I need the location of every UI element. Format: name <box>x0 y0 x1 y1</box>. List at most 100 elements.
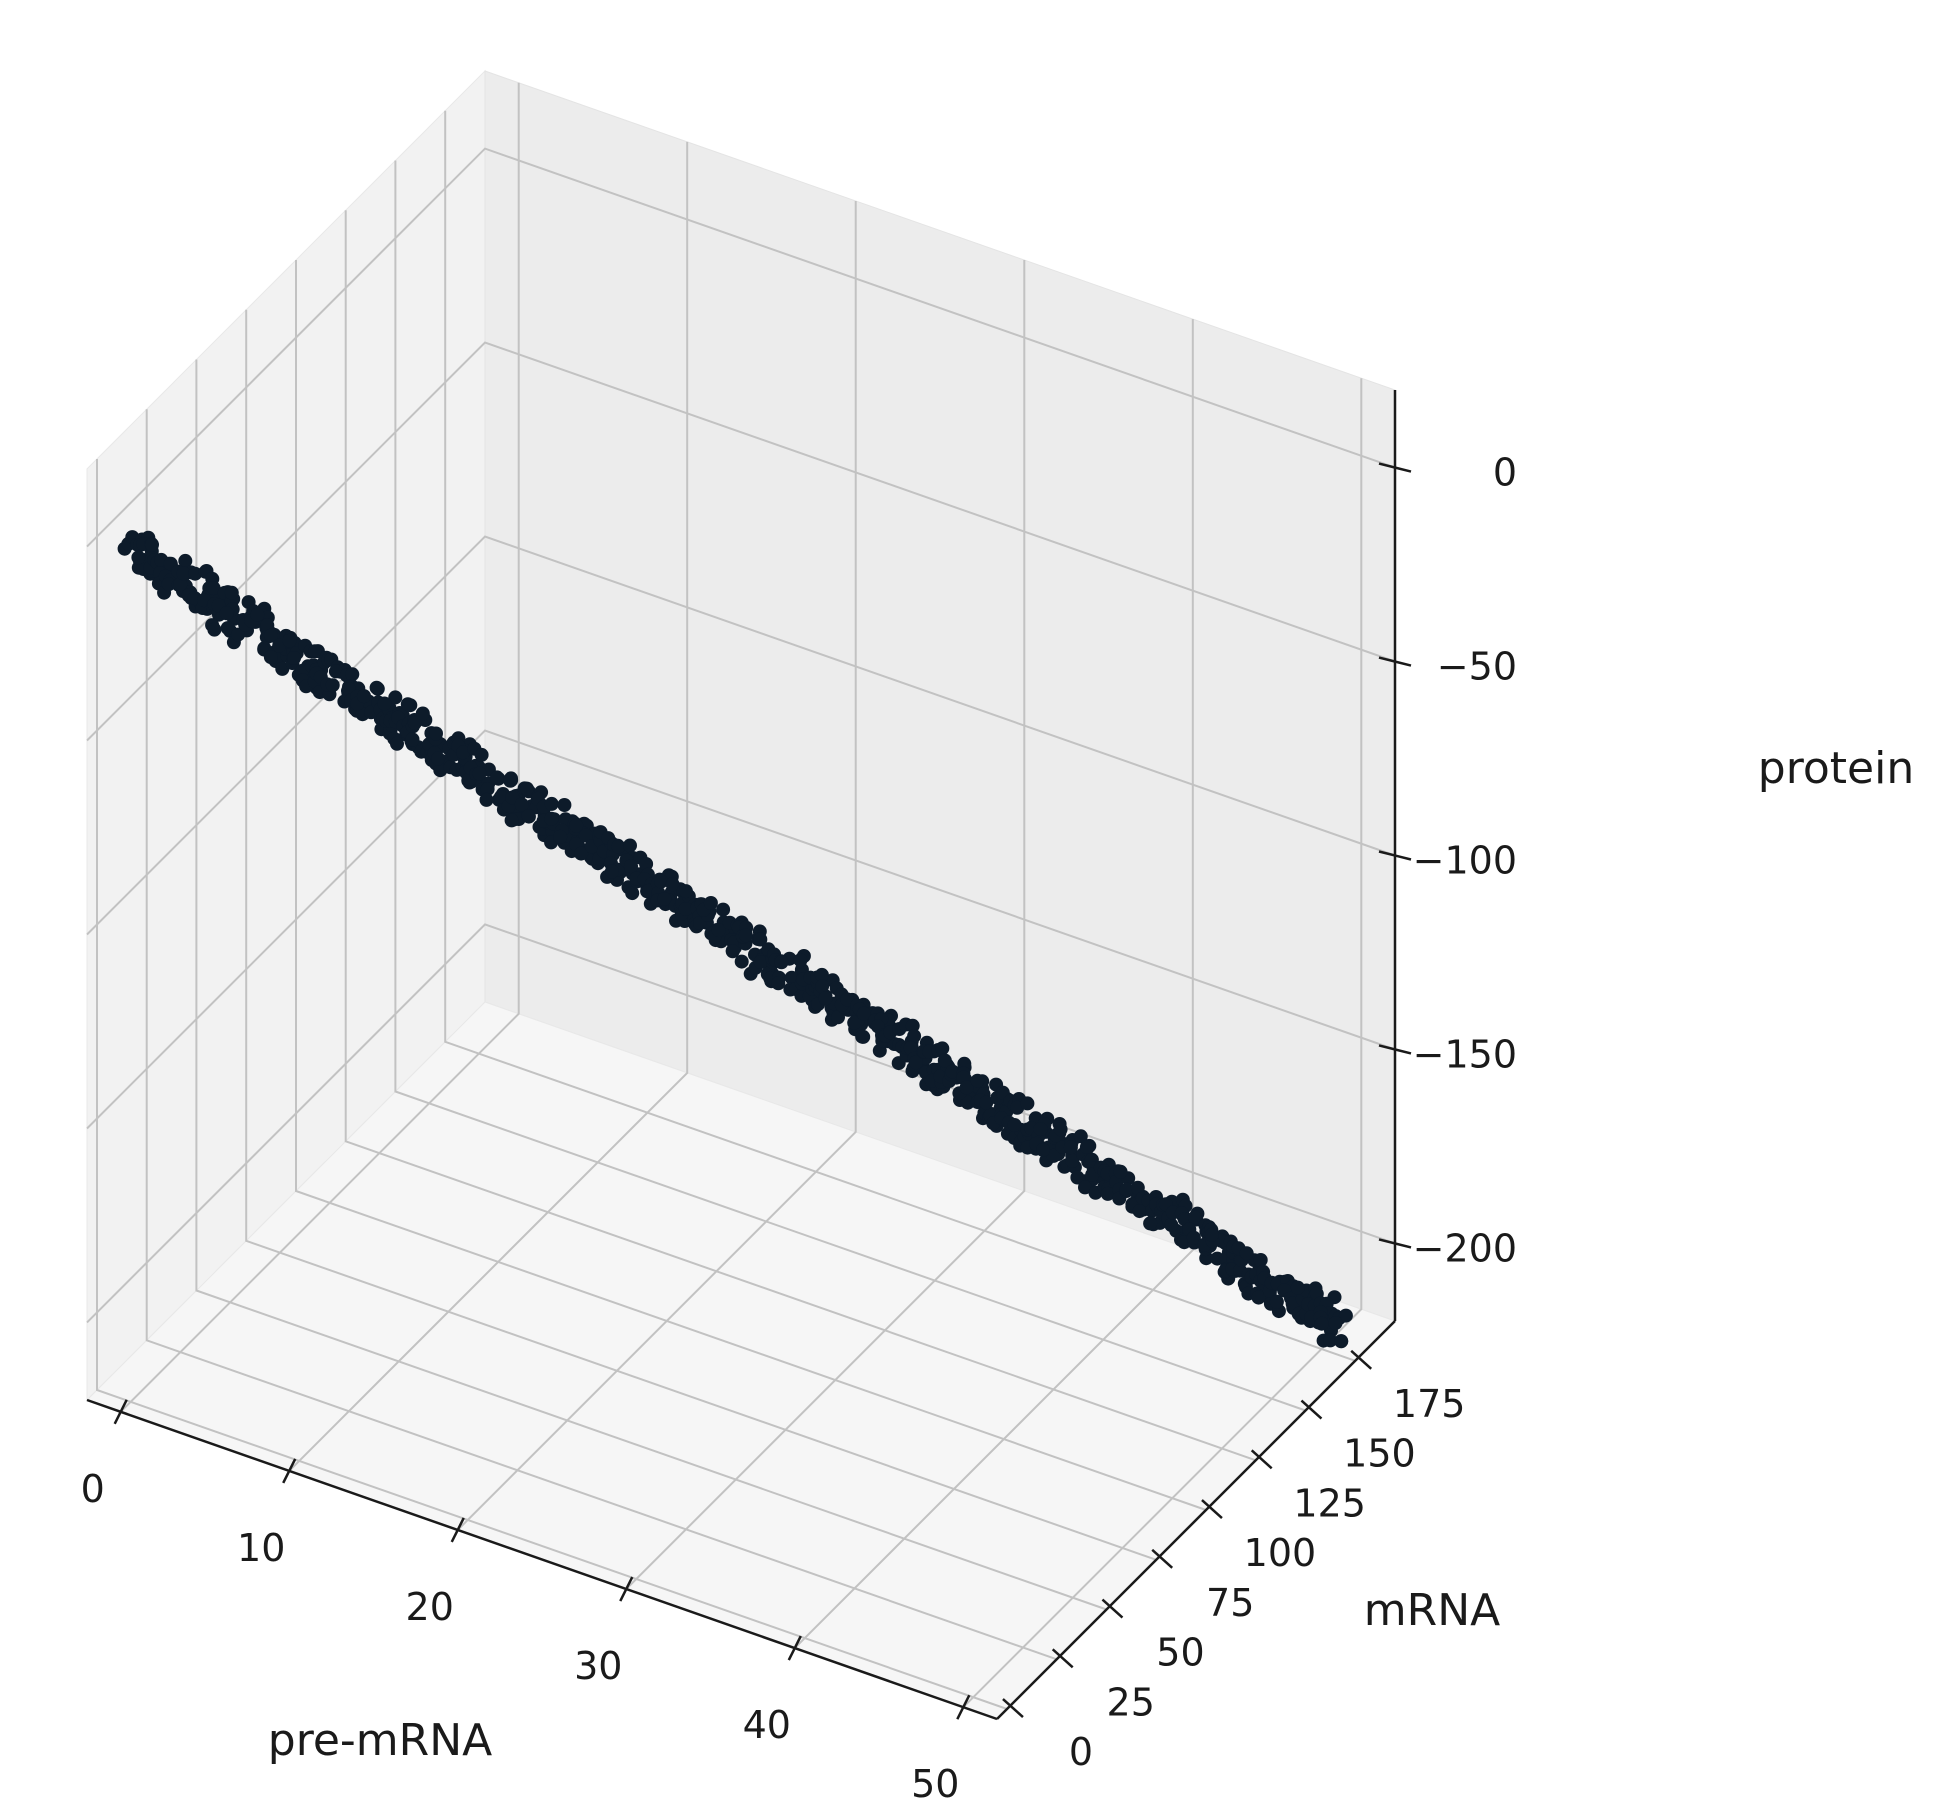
data-point <box>521 809 536 823</box>
x-tick <box>956 1694 971 1720</box>
data-point <box>176 566 191 581</box>
data-point <box>1046 1148 1061 1163</box>
z-gridline <box>86 535 1396 936</box>
label-group: 0102030405002550751001251501750−50−100−1… <box>81 451 1915 1807</box>
data-point <box>945 1064 960 1079</box>
data-point <box>774 955 789 970</box>
data-point <box>178 553 193 568</box>
data-point <box>1063 1140 1078 1155</box>
data-point <box>624 859 638 874</box>
data-point <box>1187 1210 1202 1225</box>
y-gridline <box>295 260 1207 1511</box>
data-point <box>734 954 749 969</box>
z-gridline <box>86 729 1396 1130</box>
data-point <box>665 877 680 892</box>
data-point <box>1065 1153 1080 1168</box>
z-axis-title: protein <box>1758 743 1914 794</box>
y-tick <box>1151 1548 1174 1569</box>
y-tick <box>1101 1598 1124 1619</box>
z-tick <box>1378 1044 1412 1055</box>
y-tick-label: 100 <box>1244 1531 1317 1575</box>
data-point <box>1290 1280 1305 1295</box>
z-tick-label: −150 <box>1413 1032 1517 1076</box>
data-point <box>578 828 593 843</box>
y-tick-label: 50 <box>1156 1631 1204 1675</box>
axes-group <box>86 390 1412 1721</box>
x-tick-label: 10 <box>237 1526 285 1570</box>
data-point <box>206 581 221 596</box>
data-point <box>553 829 568 844</box>
x-tick <box>450 1517 465 1543</box>
z-tick <box>1378 462 1412 473</box>
data-point <box>479 792 494 807</box>
data-point <box>263 650 278 665</box>
data-point <box>219 606 234 621</box>
x-gridline <box>794 319 1194 1649</box>
data-point <box>415 706 430 721</box>
data-point <box>1070 1170 1085 1185</box>
data-point <box>1204 1227 1219 1242</box>
y-tick <box>1002 1698 1024 1718</box>
data-point <box>711 923 726 938</box>
z-gridline <box>86 147 1396 548</box>
y-tick-label: 25 <box>1107 1680 1155 1724</box>
data-point <box>1328 1316 1343 1330</box>
series-group <box>117 530 1353 1349</box>
data-point <box>514 797 529 812</box>
z-tick-label: −50 <box>1437 645 1517 689</box>
data-point <box>1186 1230 1201 1245</box>
data-point <box>979 1095 994 1110</box>
z-tick-label: 0 <box>1493 451 1517 495</box>
x-gridline <box>288 141 689 1472</box>
data-point <box>1338 1308 1353 1323</box>
data-point <box>328 664 343 679</box>
data-point <box>703 896 718 910</box>
data-point <box>188 566 203 581</box>
data-point <box>1164 1218 1179 1232</box>
data-point <box>569 818 584 833</box>
y-tick <box>1300 1399 1323 1420</box>
data-point <box>519 781 534 796</box>
data-point <box>161 577 176 592</box>
data-point <box>493 790 508 804</box>
data-point <box>264 628 278 643</box>
data-point <box>1073 1129 1088 1144</box>
data-point <box>472 766 487 781</box>
data-point <box>905 1018 920 1033</box>
data-point <box>623 838 637 853</box>
data-point <box>1119 1182 1134 1197</box>
x-tick-label: 0 <box>81 1467 105 1511</box>
y-tick-label: 175 <box>1393 1382 1466 1426</box>
x-axis-line <box>86 1398 998 1721</box>
data-point <box>1130 1180 1145 1195</box>
data-point <box>400 697 415 712</box>
data-point <box>605 864 619 879</box>
data-point <box>407 715 422 730</box>
x-gridline <box>625 260 1026 1590</box>
data-point <box>738 928 753 943</box>
data-point <box>480 782 495 797</box>
data-point <box>815 979 830 994</box>
z-tick <box>1378 656 1412 667</box>
data-point <box>831 1010 845 1025</box>
data-point <box>369 680 384 695</box>
data-point <box>1033 1122 1048 1137</box>
x-tick <box>282 1458 297 1484</box>
data-point <box>544 811 559 826</box>
data-point <box>654 874 669 889</box>
z-tick-label: −200 <box>1413 1226 1517 1270</box>
x-tick-label: 20 <box>406 1585 454 1629</box>
data-point <box>388 690 403 705</box>
y-gridline <box>195 359 1107 1611</box>
data-point <box>145 537 159 552</box>
x-gridline <box>456 201 857 1531</box>
x-tick <box>619 1576 634 1602</box>
data-point <box>657 892 672 906</box>
data-point <box>1113 1164 1128 1179</box>
data-point <box>1132 1204 1147 1219</box>
data-point <box>959 1080 974 1095</box>
y-gridline <box>96 459 1008 1710</box>
data-point <box>405 732 420 747</box>
data-point <box>308 644 322 659</box>
